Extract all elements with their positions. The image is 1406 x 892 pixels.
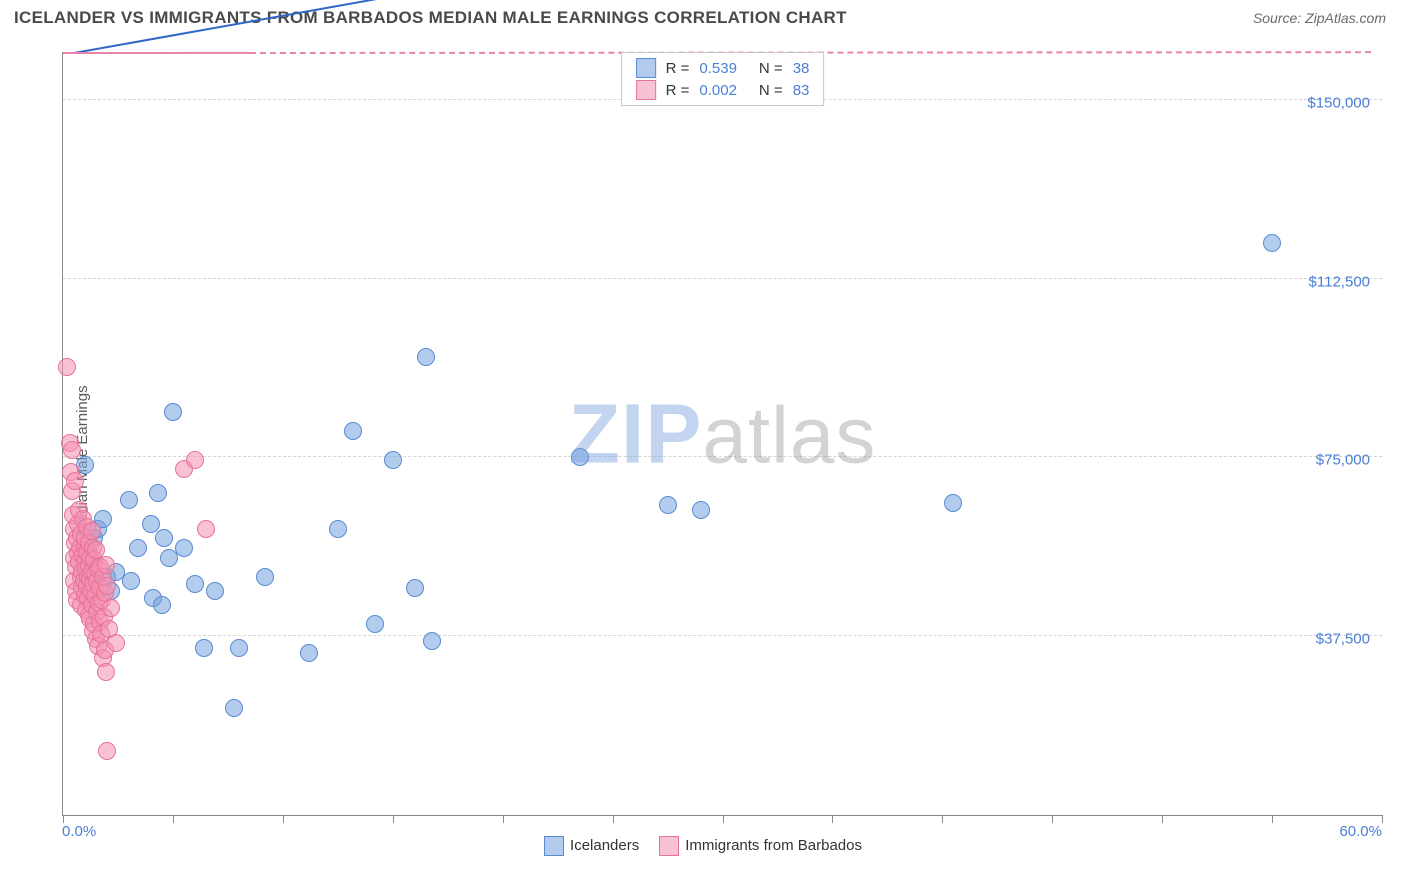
watermark: ZIPatlas [569, 385, 877, 482]
y-tick-label: $75,000 [1316, 452, 1370, 469]
x-tick [1162, 815, 1163, 823]
x-tick [1052, 815, 1053, 823]
data-point [300, 644, 318, 662]
data-point [1263, 234, 1281, 252]
y-tick-label: $37,500 [1316, 631, 1370, 648]
gridline [63, 635, 1382, 636]
legend-label: Immigrants from Barbados [685, 837, 862, 854]
chart-source: Source: ZipAtlas.com [1253, 10, 1386, 26]
data-point [344, 422, 362, 440]
data-point [206, 582, 224, 600]
data-point [406, 579, 424, 597]
chart-wrapper: Median Male Earnings ZIPatlas R = 0.539N… [14, 42, 1392, 878]
data-point [83, 522, 101, 540]
legend-n-value: 83 [793, 82, 810, 99]
legend-swatch [636, 80, 656, 100]
chart-title: ICELANDER VS IMMIGRANTS FROM BARBADOS ME… [14, 8, 847, 28]
data-point [129, 539, 147, 557]
data-point [58, 358, 76, 376]
data-point [384, 451, 402, 469]
legend-r-value: 0.539 [699, 60, 737, 77]
watermark-atlas: atlas [702, 390, 876, 479]
legend-series: Icelanders Immigrants from Barbados [544, 836, 862, 856]
data-point [164, 403, 182, 421]
trendline [63, 52, 250, 54]
data-point [195, 639, 213, 657]
data-point [225, 699, 243, 717]
data-point [186, 575, 204, 593]
legend-n-label: N = [759, 60, 783, 77]
gridline [63, 278, 1382, 279]
legend-stats-row: R = 0.002 N = 83 [636, 79, 810, 101]
data-point [423, 632, 441, 650]
data-point [149, 484, 167, 502]
legend-r-label: R = [666, 60, 690, 77]
legend-stats-row: R = 0.539 N = 38 [636, 57, 810, 79]
legend-swatch [544, 836, 564, 856]
data-point [366, 615, 384, 633]
data-point [142, 515, 160, 533]
legend-stats: R = 0.539 N = 38 R = 0.002 N = 83 [621, 52, 825, 106]
data-point [659, 496, 677, 514]
x-tick [832, 815, 833, 823]
data-point [153, 596, 171, 614]
x-tick [393, 815, 394, 823]
legend-item: Immigrants from Barbados [659, 836, 862, 856]
data-point [102, 599, 120, 617]
data-point [98, 577, 116, 595]
gridline [63, 456, 1382, 457]
x-tick [942, 815, 943, 823]
legend-r-value: 0.002 [699, 82, 737, 99]
x-axis-min-label: 0.0% [62, 823, 96, 840]
data-point [97, 556, 115, 574]
x-tick [173, 815, 174, 823]
data-point [122, 572, 140, 590]
x-tick [283, 815, 284, 823]
data-point [98, 742, 116, 760]
x-tick [1382, 815, 1383, 823]
x-tick [63, 815, 64, 823]
x-tick [723, 815, 724, 823]
data-point [692, 501, 710, 519]
data-point [417, 348, 435, 366]
data-point [329, 520, 347, 538]
legend-label: Icelanders [570, 837, 639, 854]
plot-area: ZIPatlas R = 0.539N = 38R = 0.002N = 83 … [62, 52, 1382, 816]
data-point [107, 634, 125, 652]
watermark-zip: ZIP [569, 386, 703, 480]
x-tick [503, 815, 504, 823]
legend-swatch [659, 836, 679, 856]
legend-n-label: N = [759, 82, 783, 99]
legend-r-label: R = [666, 82, 690, 99]
data-point [256, 568, 274, 586]
legend-swatch [636, 58, 656, 78]
x-tick [613, 815, 614, 823]
data-point [571, 448, 589, 466]
data-point [155, 529, 173, 547]
x-axis-max-label: 60.0% [1339, 823, 1382, 840]
legend-n-value: 38 [793, 60, 810, 77]
data-point [197, 520, 215, 538]
x-tick [1272, 815, 1273, 823]
data-point [120, 491, 138, 509]
y-tick-label: $150,000 [1307, 94, 1370, 111]
legend-item: Icelanders [544, 836, 639, 856]
data-point [97, 663, 115, 681]
y-tick-label: $112,500 [1309, 273, 1370, 290]
data-point [186, 451, 204, 469]
data-point [944, 494, 962, 512]
data-point [230, 639, 248, 657]
data-point [66, 472, 84, 490]
data-point [175, 539, 193, 557]
data-point [63, 441, 81, 459]
